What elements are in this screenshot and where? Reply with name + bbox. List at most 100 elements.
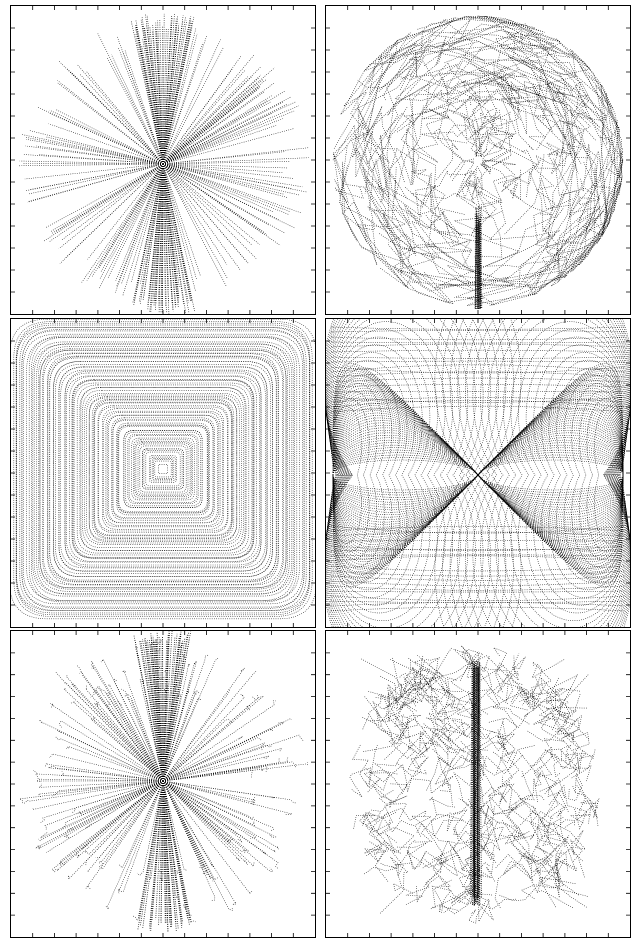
- tangled-trajectory: [553, 167, 604, 279]
- spoke-trajectory: [162, 70, 246, 165]
- spoke-trajectory: [162, 16, 186, 165]
- cloud-trajectory: [538, 707, 587, 737]
- spoke-trajectory: [162, 780, 256, 803]
- spoke-trajectory: [160, 163, 164, 313]
- cloud-trajectory: [433, 879, 458, 913]
- wave-orbit: [330, 575, 626, 581]
- cloud-trajectory: [468, 901, 487, 924]
- cloud-trajectory: [570, 778, 591, 824]
- bowtie-orbit: [332, 390, 624, 560]
- spoke-trajectory: [127, 696, 164, 782]
- lobe-orbit: [556, 367, 627, 583]
- spoke-trajectory: [23, 780, 164, 805]
- square-orbit: [64, 372, 262, 566]
- cloud-trajectory: [405, 873, 438, 905]
- spoke-trajectory: [162, 780, 178, 875]
- spoke-trajectory: [121, 688, 164, 782]
- cloud-trajectory: [435, 726, 460, 754]
- square-orbit: [16, 324, 310, 614]
- cloud-trajectory: [372, 686, 408, 718]
- spoke-trajectory: [39, 154, 164, 165]
- vertical-band-trajectory: [474, 208, 477, 310]
- spoke-trajectory: [162, 780, 293, 815]
- spoke-trajectory: [162, 780, 183, 928]
- square-orbit: [93, 401, 233, 537]
- bowtie-orbit: [332, 407, 624, 543]
- spoke-trajectory: [162, 687, 168, 782]
- cloud-trajectory: [363, 729, 399, 752]
- tangled-trajectory: [424, 214, 556, 268]
- spoke-trajectory: [162, 761, 296, 782]
- tangled-trajectory: [423, 29, 572, 158]
- spoke-trajectory: [87, 780, 164, 873]
- spoke-trajectory: [48, 123, 164, 165]
- spoke-trajectory: [162, 654, 209, 782]
- spoke-trajectory: [162, 769, 254, 782]
- spoke-trajectory: [162, 670, 258, 782]
- tangled-trajectory: [365, 16, 488, 107]
- spoke-trajectory: [77, 780, 164, 816]
- spoke-trajectory: [155, 639, 164, 782]
- spoke-trajectory: [99, 780, 164, 870]
- spoke-trajectory: [162, 780, 231, 845]
- cloud-trajectory: [540, 717, 564, 747]
- spoke-trajectory: [162, 163, 290, 216]
- tangled-trajectory: [554, 55, 624, 236]
- cloud-trajectory: [407, 723, 437, 775]
- tangled-trajectory: [364, 16, 590, 77]
- spoke-trajectory: [162, 163, 169, 303]
- tangled-trajectory: [465, 165, 483, 201]
- square-orbit: [142, 448, 184, 490]
- spoke-trajectory: [162, 13, 165, 165]
- tangled-trajectory: [460, 170, 503, 206]
- square-orbit: [33, 344, 293, 594]
- spoke-trajectory: [19, 160, 164, 165]
- spoke-trajectory: [27, 163, 164, 203]
- square-orbit: [123, 430, 203, 508]
- spoke-trajectory: [54, 735, 164, 782]
- panel-tangled-circular: [325, 5, 631, 315]
- spoke-trajectory: [153, 685, 164, 782]
- tangled-trajectory: [410, 192, 503, 277]
- spoke-trajectory: [63, 682, 164, 782]
- axis-ticks: [326, 6, 630, 314]
- spoke-trajectory: [142, 638, 164, 782]
- square-orbit: [72, 380, 254, 558]
- spoke-trajectory: [117, 699, 164, 782]
- spoke-trajectory: [40, 780, 164, 839]
- tangled-trajectory: [502, 183, 601, 283]
- tangled-trajectory: [425, 49, 511, 105]
- square-orbit: [151, 458, 175, 480]
- wave-orbit: [330, 595, 626, 601]
- spoke-trajectory: [162, 780, 209, 875]
- spoke-trajectory: [157, 639, 164, 782]
- wave-orbit: [330, 360, 626, 363]
- cloud-trajectory: [472, 665, 505, 706]
- wave-orbit: [330, 555, 626, 562]
- lobe-orbit: [329, 367, 400, 583]
- spoke-trajectory: [162, 39, 221, 165]
- spoke-trajectory: [118, 47, 164, 165]
- square-orbit: [36, 343, 290, 595]
- spoke-trajectory: [50, 703, 164, 782]
- lobe-orbit: [326, 319, 507, 627]
- lobe-orbit: [328, 352, 415, 598]
- spoke-trajectory: [49, 112, 164, 165]
- spoke-trajectory: [162, 163, 177, 307]
- spoke-trajectory: [162, 780, 192, 916]
- cloud-trajectory: [359, 812, 396, 835]
- cloud-trajectory: [431, 885, 452, 915]
- spoke-trajectory: [162, 643, 169, 782]
- cloud-trajectory: [377, 819, 415, 853]
- spoke-trajectory: [87, 163, 164, 260]
- cloud-trajectory: [503, 861, 534, 881]
- cloud-trajectory: [506, 656, 526, 677]
- vertical-band-trajectory: [476, 225, 479, 310]
- cloud-trajectory: [427, 696, 451, 742]
- cloud-trajectory: [479, 809, 500, 855]
- tangled-trajectory: [497, 176, 554, 216]
- spoke-trajectory: [97, 33, 164, 165]
- cloud-trajectory: [547, 829, 585, 878]
- spoke-trajectory: [162, 780, 172, 928]
- spoke-trajectory: [162, 780, 256, 827]
